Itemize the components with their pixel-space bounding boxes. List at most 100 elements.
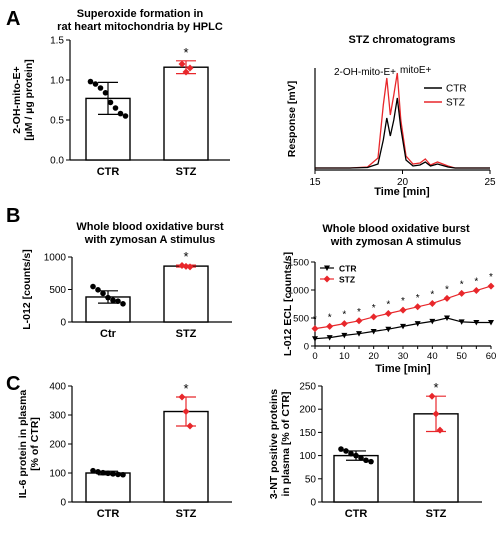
data-point-ctr — [112, 105, 119, 111]
data-point-ctr — [458, 319, 465, 325]
y-tick-label: 200 — [49, 440, 66, 451]
data-point-ctr — [102, 90, 109, 96]
y-tick-label: 400 — [49, 382, 66, 393]
y-tick-label: 1.5 — [50, 36, 64, 47]
y-tick-label: 100 — [49, 469, 66, 480]
data-point-ctr — [368, 458, 374, 465]
x-tick-label: CTR — [97, 508, 120, 520]
data-point-ctr — [87, 78, 94, 85]
y-tick-label: 250 — [299, 382, 316, 393]
data-point-stz — [340, 320, 348, 328]
data-point-stz — [472, 287, 480, 295]
significance-star: * — [416, 293, 420, 304]
x-tick-label: 15 — [309, 177, 321, 188]
y-axis-label: in plasma [% of CTR] — [280, 391, 292, 496]
data-point-stz — [384, 310, 392, 318]
legend-marker-stz — [323, 275, 331, 283]
significance-star: * — [183, 45, 188, 60]
data-point-ctr — [356, 331, 362, 337]
data-point-stz — [432, 410, 440, 418]
data-point-ctr — [117, 110, 124, 117]
x-tick-label: 25 — [484, 177, 496, 188]
data-point-ctr — [414, 321, 421, 327]
data-point-stz — [182, 262, 190, 270]
data-point-ctr — [107, 99, 114, 106]
data-point-ctr — [95, 469, 101, 475]
data-point-ctr — [348, 450, 354, 457]
significance-star: * — [489, 272, 493, 283]
data-point-stz — [311, 325, 319, 333]
data-point-stz — [182, 68, 190, 76]
y-axis-label: [µM / µg protein] — [23, 59, 35, 141]
series-line-ctr — [315, 97, 490, 169]
y-tick-label: 500 — [49, 285, 66, 296]
data-point-ctr — [312, 336, 318, 342]
y-tick-label: 0 — [60, 498, 66, 509]
data-point-ctr — [400, 323, 406, 330]
x-tick-label: STZ — [426, 508, 447, 520]
chart-title: with zymosan A stimulus — [84, 234, 216, 246]
data-point-ctr — [90, 467, 96, 474]
data-point-ctr — [105, 294, 111, 301]
y-tick-label: 0 — [310, 498, 316, 509]
data-point-ctr — [444, 315, 450, 321]
y-tick-label: 150 — [299, 428, 316, 439]
y-tick-label: 100 — [299, 451, 316, 462]
legend-label: STZ — [339, 275, 355, 285]
x-tick-label: STZ — [176, 328, 197, 340]
chart-title: Whole blood oxidative burst — [322, 223, 470, 235]
y-axis-label: 3-NT positive proteins — [268, 389, 280, 499]
data-point-ctr — [473, 319, 480, 326]
y-axis-label: [% of CTR] — [29, 417, 41, 471]
y-axis-label: L-012 ECL [counts/s] — [282, 252, 294, 356]
y-tick-label: 0.0 — [50, 156, 64, 167]
data-point-ctr — [110, 471, 116, 477]
data-point-stz — [178, 393, 186, 401]
significance-star: * — [386, 300, 390, 311]
y-axis-label: Response [mV] — [286, 81, 298, 157]
x-axis-label: Time [min] — [374, 186, 430, 198]
x-tick-label: 20 — [368, 351, 379, 362]
data-point-ctr — [100, 290, 106, 297]
x-tick-label: 30 — [398, 351, 409, 362]
x-axis-label: Time [min] — [375, 363, 431, 375]
data-point-stz — [186, 64, 194, 72]
panel-label-c: C — [6, 373, 20, 395]
data-point-ctr — [429, 318, 436, 325]
data-point-stz — [428, 299, 436, 307]
x-tick-label: 10 — [339, 351, 350, 362]
x-tick-label: 60 — [486, 351, 497, 362]
data-point-ctr — [341, 332, 348, 339]
y-tick-label: 0.5 — [50, 116, 64, 127]
significance-star: * — [183, 381, 188, 396]
x-tick-label: 0 — [312, 351, 317, 362]
x-tick-label: CTR — [97, 166, 120, 178]
x-tick-label: STZ — [176, 166, 197, 178]
y-tick-label: 1.0 — [50, 76, 64, 87]
significance-star: * — [372, 303, 376, 314]
y-axis-label: 2-OH-mito-E+ — [11, 66, 23, 133]
data-point-ctr — [100, 469, 106, 476]
y-tick-label: 300 — [49, 411, 66, 422]
data-point-ctr — [120, 301, 126, 307]
significance-star: * — [342, 310, 346, 321]
data-point-ctr — [353, 452, 359, 459]
significance-star: * — [430, 289, 434, 300]
data-point-stz — [487, 282, 495, 290]
data-point-ctr — [358, 455, 364, 461]
chart-title: STZ chromatograms — [349, 34, 456, 46]
significance-star: * — [357, 307, 361, 318]
data-point-stz — [428, 392, 436, 400]
data-point-ctr — [385, 326, 392, 333]
peak-label: mitoE+ — [400, 65, 432, 76]
x-tick-label: STZ — [176, 508, 197, 520]
data-point-ctr — [488, 319, 494, 326]
chart-3nt-plasma: 0 50 100 150 200 250 3-NT positive proteins in … — [268, 380, 482, 520]
legend-label: CTR — [339, 264, 356, 274]
legend-marker-ctr — [324, 265, 330, 271]
significance-star: * — [401, 296, 405, 307]
significance-star: * — [313, 315, 317, 326]
bar-stz — [163, 66, 209, 161]
